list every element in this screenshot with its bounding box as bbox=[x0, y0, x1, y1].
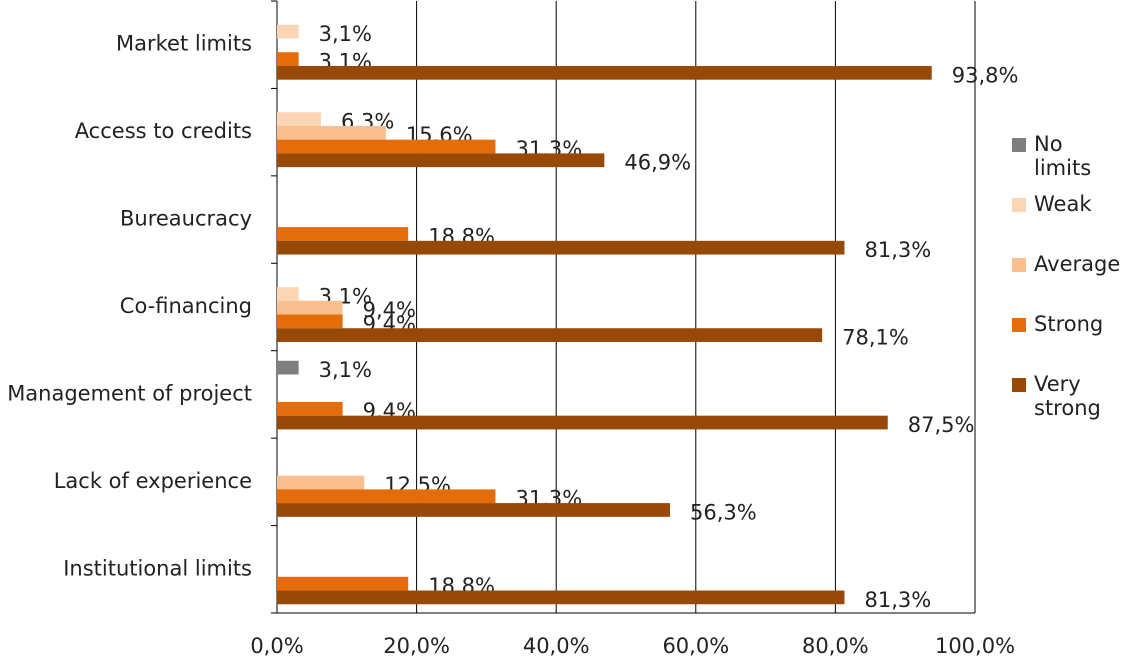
y-tick-label: Bureaucracy bbox=[120, 207, 252, 231]
legend: No limits Weak Average Strong Very strong bbox=[1012, 132, 1122, 432]
bar bbox=[277, 590, 845, 605]
legend-swatch bbox=[1012, 318, 1026, 332]
legend-item: Weak bbox=[1012, 192, 1122, 252]
x-tick-label: 40,0% bbox=[523, 634, 590, 658]
bar bbox=[277, 415, 888, 430]
data-label: 87,5% bbox=[908, 413, 975, 437]
bar bbox=[277, 52, 299, 66]
y-tick-label: Co-financing bbox=[120, 294, 252, 318]
bar bbox=[277, 240, 845, 255]
y-tick-label: Access to credits bbox=[75, 119, 252, 143]
legend-swatch bbox=[1012, 138, 1026, 152]
bar bbox=[277, 227, 409, 241]
bar bbox=[277, 153, 605, 168]
legend-label: Very strong bbox=[1034, 372, 1101, 420]
bar bbox=[277, 24, 299, 39]
y-tick-label: Management of project bbox=[7, 381, 252, 405]
legend-swatch bbox=[1012, 258, 1026, 272]
bar bbox=[277, 328, 823, 342]
bar bbox=[277, 112, 321, 126]
bar bbox=[277, 503, 670, 517]
data-label: 93,8% bbox=[952, 63, 1019, 87]
legend-item: Very strong bbox=[1012, 372, 1122, 432]
data-label: 81,3% bbox=[864, 238, 931, 262]
bar bbox=[277, 489, 496, 504]
data-label: 3,1% bbox=[319, 22, 372, 46]
y-tick-label: Market limits bbox=[116, 32, 252, 56]
bar bbox=[277, 125, 386, 140]
bar bbox=[277, 314, 343, 329]
legend-item: No limits bbox=[1012, 132, 1122, 192]
data-label: 81,3% bbox=[864, 588, 931, 612]
bar bbox=[277, 300, 343, 315]
legend-label: Average bbox=[1034, 252, 1121, 276]
legend-label: No limits bbox=[1034, 132, 1092, 180]
x-tick-label: 20,0% bbox=[383, 634, 450, 658]
bar bbox=[277, 401, 343, 416]
y-tick-label: Institutional limits bbox=[63, 556, 252, 580]
x-tick-label: 0,0% bbox=[250, 634, 303, 658]
y-tick-label: Lack of experience bbox=[54, 469, 252, 493]
bar bbox=[277, 287, 299, 301]
legend-swatch bbox=[1012, 378, 1026, 392]
legend-swatch bbox=[1012, 198, 1026, 212]
data-label: 3,1% bbox=[319, 358, 372, 382]
bar bbox=[277, 576, 409, 591]
data-label: 78,1% bbox=[842, 326, 909, 350]
data-label: 9,4% bbox=[363, 298, 416, 322]
legend-item: Average bbox=[1012, 252, 1122, 312]
data-label: 46,9% bbox=[624, 151, 691, 175]
legend-item: Strong bbox=[1012, 312, 1122, 372]
x-tick-label: 80,0% bbox=[802, 634, 869, 658]
bar bbox=[277, 475, 365, 490]
legend-label: Strong bbox=[1034, 312, 1104, 336]
bar bbox=[277, 65, 932, 80]
bar bbox=[277, 360, 299, 375]
legend-label: Weak bbox=[1034, 192, 1092, 216]
x-tick-label: 60,0% bbox=[662, 634, 729, 658]
data-label: 56,3% bbox=[690, 500, 757, 524]
bar bbox=[277, 139, 496, 154]
x-tick-label: 100,0% bbox=[935, 634, 1015, 658]
